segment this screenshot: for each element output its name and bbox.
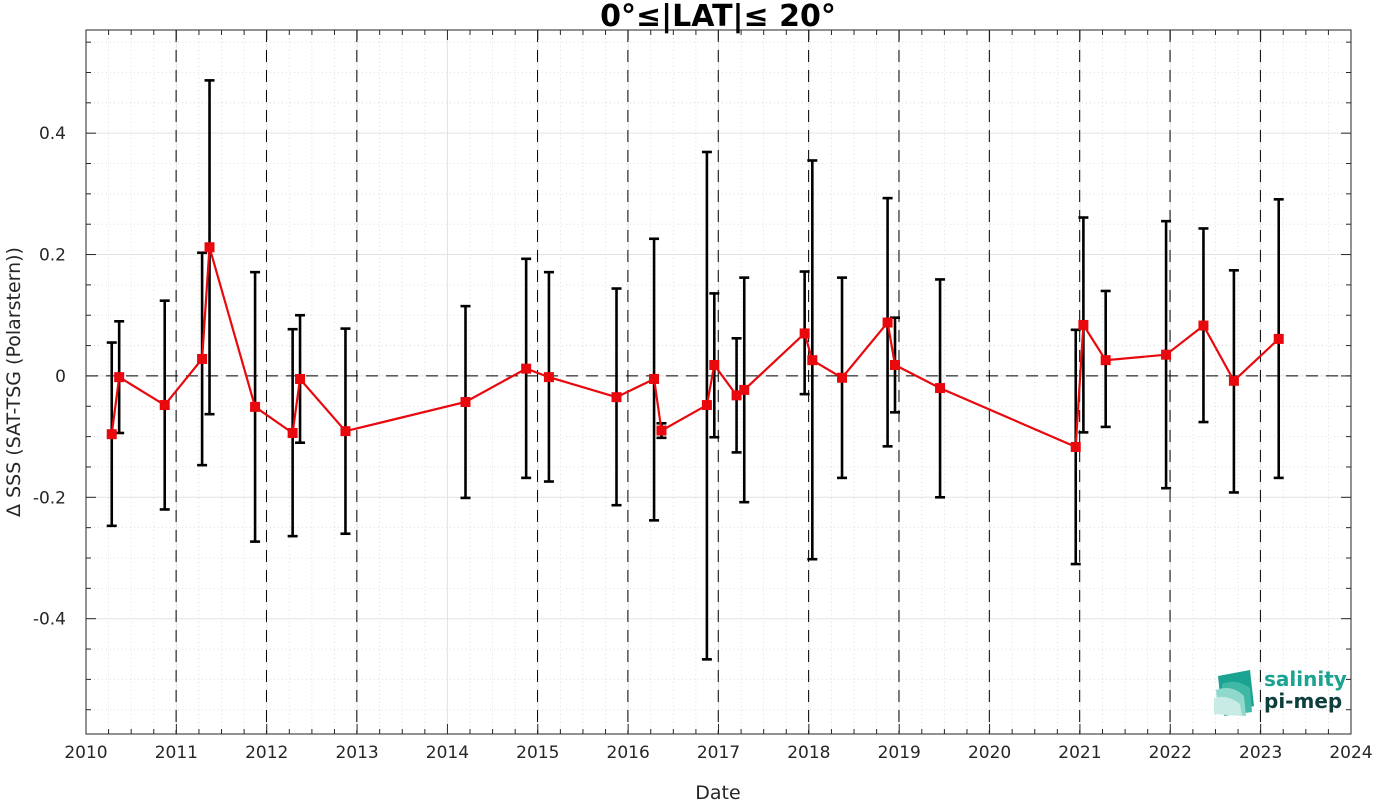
x-tick-label: 2019 bbox=[878, 743, 921, 763]
year-divider-lines bbox=[175, 30, 1261, 734]
data-point bbox=[649, 373, 660, 384]
x-tick-label: 2023 bbox=[1239, 743, 1282, 763]
x-tick-label: 2020 bbox=[968, 743, 1011, 763]
series-markers bbox=[106, 242, 1284, 452]
x-tick-label: 2017 bbox=[697, 743, 740, 763]
data-point bbox=[1198, 320, 1209, 331]
x-tick-label: 2012 bbox=[245, 743, 288, 763]
x-tick-label: 2018 bbox=[787, 743, 830, 763]
data-point bbox=[611, 392, 622, 403]
x-tick-label: 2011 bbox=[155, 743, 198, 763]
data-point bbox=[1100, 355, 1111, 366]
y-tick-label: 0.4 bbox=[39, 124, 66, 144]
data-point bbox=[287, 427, 298, 438]
data-point bbox=[250, 401, 261, 412]
data-point bbox=[1228, 375, 1239, 386]
data-point bbox=[807, 355, 818, 366]
x-tick-label: 2016 bbox=[607, 743, 650, 763]
wave-icon bbox=[1214, 670, 1254, 716]
data-point bbox=[701, 400, 712, 411]
logo-text-salinity: salinity bbox=[1264, 667, 1347, 691]
y-tick-label: -0.4 bbox=[33, 610, 66, 630]
data-point bbox=[1070, 441, 1081, 452]
plot-frame bbox=[85, 29, 1352, 735]
y-tick-labels: -0.4 -0.2 0 0.2 0.4 bbox=[33, 124, 66, 630]
data-point bbox=[731, 390, 742, 401]
data-point bbox=[114, 372, 125, 383]
x-tick-label: 2014 bbox=[426, 743, 469, 763]
x-tick-label: 2010 bbox=[64, 743, 107, 763]
data-point bbox=[1273, 333, 1284, 344]
axis-ticks bbox=[85, 30, 1352, 734]
y-tick-label: 0.2 bbox=[39, 246, 66, 266]
data-point bbox=[882, 317, 893, 328]
data-point bbox=[837, 372, 848, 383]
data-point bbox=[1161, 349, 1172, 360]
x-tick-label: 2013 bbox=[335, 743, 378, 763]
data-point bbox=[739, 384, 750, 395]
y-axis-title: Δ SSS (SAT-TSG (Polarstern)) bbox=[3, 247, 25, 517]
data-point bbox=[799, 328, 810, 339]
data-point bbox=[159, 400, 170, 411]
x-tick-labels: 2010 2011 2012 2013 2014 2015 2016 2017 2018 2019… bbox=[64, 743, 1372, 763]
series-line bbox=[110, 246, 1280, 449]
x-axis-title: Date bbox=[695, 782, 740, 801]
data-point bbox=[106, 429, 117, 440]
x-tick-label: 2022 bbox=[1149, 743, 1192, 763]
y-tick-label: 0 bbox=[55, 367, 66, 387]
data-point bbox=[935, 383, 946, 394]
y-tick-label: -0.2 bbox=[33, 488, 66, 508]
chart-title: 0°≤|LAT|≤ 20° bbox=[600, 0, 836, 34]
logo-text-pi-mep: pi-mep bbox=[1264, 689, 1342, 713]
data-point bbox=[890, 360, 901, 371]
data-point bbox=[709, 360, 720, 371]
salinity-pi-mep-logo: salinity pi-mep bbox=[1214, 667, 1347, 716]
x-tick-label: 2021 bbox=[1058, 743, 1101, 763]
data-point bbox=[521, 363, 532, 374]
data-point bbox=[340, 426, 351, 437]
data-point bbox=[460, 397, 471, 408]
data-point bbox=[197, 353, 208, 364]
data-point bbox=[543, 372, 554, 383]
x-tick-label: 2015 bbox=[516, 743, 559, 763]
x-tick-label: 2024 bbox=[1329, 743, 1372, 763]
data-point bbox=[1078, 319, 1089, 330]
data-point bbox=[295, 373, 306, 384]
data-point bbox=[204, 242, 215, 253]
data-point bbox=[656, 425, 667, 436]
